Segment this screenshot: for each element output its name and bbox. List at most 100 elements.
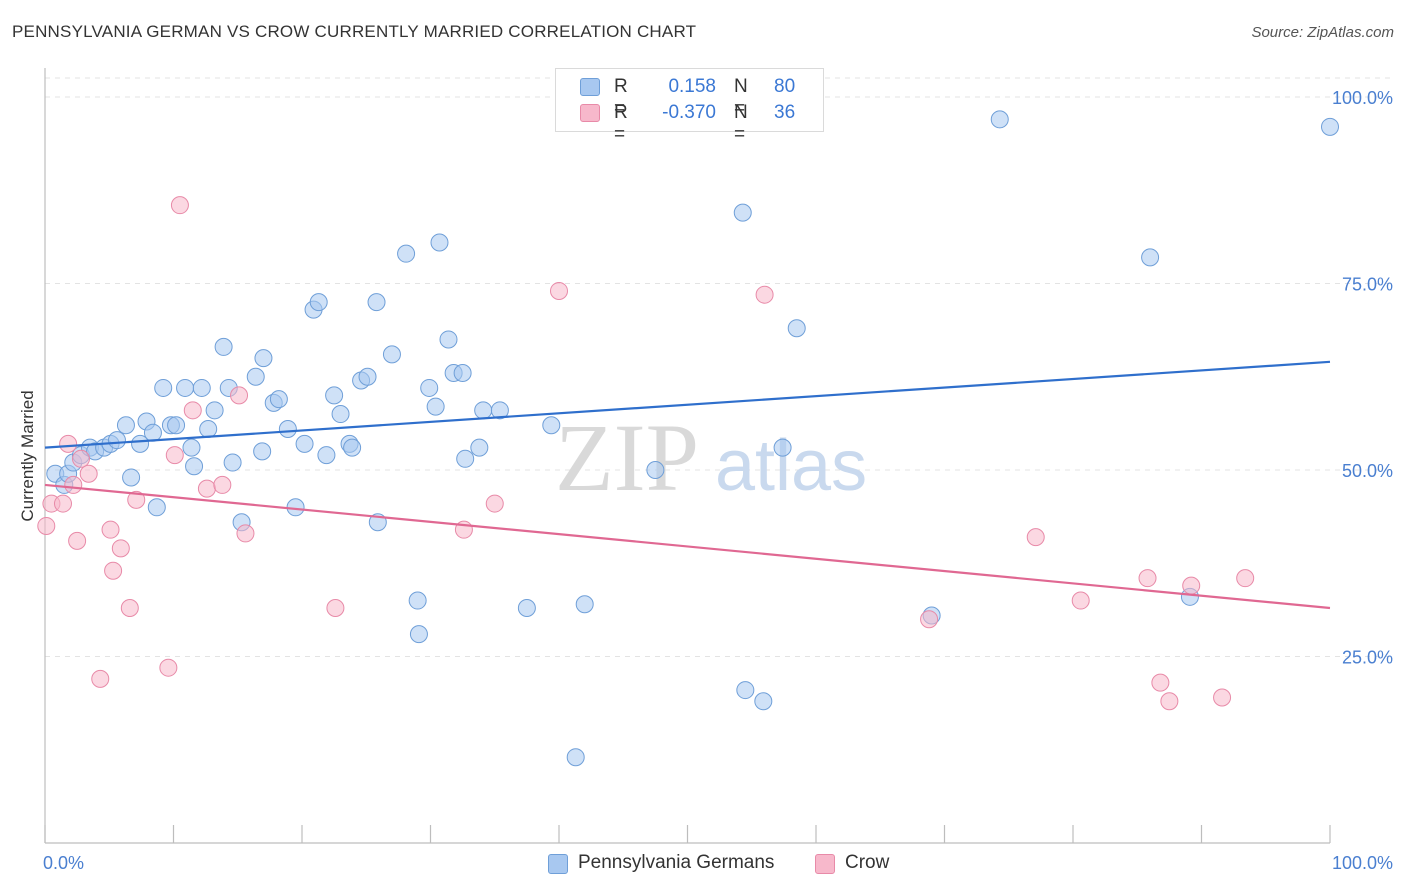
pennsylvania-germans-point xyxy=(154,378,173,397)
pennsylvania-germans-point xyxy=(343,438,362,457)
pennsylvania-germans-point xyxy=(214,337,233,356)
legend-r-value: 0.158 xyxy=(668,76,716,97)
pennsylvania-germans-point xyxy=(517,599,536,618)
crow-trend-line xyxy=(44,483,1331,610)
pennsylvania-germans-point xyxy=(408,591,427,610)
pennsylvania-germans-point xyxy=(367,293,386,312)
pennsylvania-germans-point xyxy=(199,419,218,438)
pennsylvania-germans-point xyxy=(167,416,186,435)
crow-point xyxy=(159,658,178,677)
pennsylvania-germans-point xyxy=(382,345,401,364)
pennsylvania-germans-point xyxy=(223,453,242,472)
legend-r-label: R = xyxy=(614,76,628,119)
pennsylvania-germans-point xyxy=(269,390,288,409)
watermark-zip: ZIP xyxy=(555,404,699,511)
crow-point xyxy=(64,475,83,494)
pennsylvania-germans-point xyxy=(143,423,162,442)
crow-point xyxy=(1071,591,1090,610)
series-legend: Pennsylvania Germans Crow xyxy=(0,852,1406,878)
pennsylvania-germans-point xyxy=(426,397,445,416)
axes xyxy=(44,68,1331,844)
pennsylvania-germans-point xyxy=(116,416,135,435)
pennsylvania-germans-point xyxy=(575,595,594,614)
pennsylvania-germans-point xyxy=(331,405,350,424)
series-legend-label: Crow xyxy=(845,852,890,873)
legend-n-value: 80 xyxy=(774,76,796,97)
y-tick-label: 50.0% xyxy=(1342,461,1393,481)
series-legend-label: Pennsylvania Germans xyxy=(578,852,775,873)
chart-source: Source: ZipAtlas.com xyxy=(1251,24,1394,41)
pennsylvania-germans-point xyxy=(246,367,265,386)
y-tick-label: 75.0% xyxy=(1342,275,1393,295)
crow-point xyxy=(127,490,146,509)
pennsylvania-germans-point xyxy=(107,431,126,450)
pennsylvania-germans-trend-line xyxy=(44,360,1331,449)
legend-r-value: -0.370 xyxy=(662,102,716,123)
pennsylvania-germans-point xyxy=(122,468,141,487)
y-axis-title: Currently Married xyxy=(18,390,37,521)
x-tick-label-max: 100.0% xyxy=(1332,853,1393,873)
legend-swatch-crow xyxy=(580,104,600,122)
pennsylvania-germans-point xyxy=(325,386,344,405)
legend-r-label: R = xyxy=(614,102,628,145)
y-tick-label: 100.0% xyxy=(1332,88,1393,108)
crow-point xyxy=(79,464,98,483)
pennsylvania-germans-point xyxy=(736,681,755,700)
crow-point xyxy=(68,531,87,550)
pennsylvania-germans-point xyxy=(309,293,328,312)
pennsylvania-germans-point xyxy=(1141,248,1160,267)
y-tick-label: 25.0% xyxy=(1342,648,1393,668)
pennsylvania-germans-point xyxy=(754,692,773,711)
pennsylvania-germans-point xyxy=(253,442,272,461)
crow-point xyxy=(104,561,123,580)
trend-layer xyxy=(44,360,1331,610)
pennsylvania-germans-point xyxy=(147,498,166,517)
watermark: ZIP atlas xyxy=(555,404,867,511)
correlation-legend: R = 0.158 N = 80 R = -0.370 N = 36 xyxy=(555,68,824,145)
pennsylvania-germans-point xyxy=(646,461,665,479)
pennsylvania-germans-point xyxy=(566,748,585,767)
pennsylvania-germans-point xyxy=(317,446,336,465)
pennsylvania-germans-point xyxy=(176,378,195,397)
pennsylvania-germans-point xyxy=(358,367,377,386)
pennsylvania-germans-point xyxy=(254,349,273,368)
legend-n-label: N = xyxy=(734,76,748,119)
pennsylvania-germans-point xyxy=(430,233,449,252)
x-tick-label-min: 0.0% xyxy=(43,853,84,873)
series-legend-swatch-crow xyxy=(815,854,835,874)
crow-point xyxy=(1236,569,1255,588)
pennsylvania-germans-point xyxy=(542,416,561,435)
pennsylvania-germans-point xyxy=(205,401,224,420)
pennsylvania-germans-point xyxy=(453,364,472,383)
crow-point xyxy=(101,520,120,539)
chart-title: PENNSYLVANIA GERMAN VS CROW CURRENTLY MA… xyxy=(12,22,697,41)
pennsylvania-germans-point xyxy=(420,378,439,397)
pennsylvania-germans-point xyxy=(470,438,489,457)
crow-point xyxy=(1182,576,1201,595)
watermark-atlas: atlas xyxy=(715,426,867,506)
legend-n-value: 36 xyxy=(774,102,796,123)
pennsylvania-germans-point xyxy=(278,419,297,438)
crow-point xyxy=(755,285,774,304)
crow-point xyxy=(165,446,184,465)
crow-point xyxy=(920,610,939,629)
crow-point xyxy=(1138,569,1157,588)
crow-point xyxy=(1151,673,1170,692)
crow-point xyxy=(485,494,504,513)
crow-point xyxy=(230,386,249,405)
pennsylvania-germans-point xyxy=(182,438,201,457)
pennsylvania-germans-point xyxy=(1321,117,1339,136)
crow-point xyxy=(91,669,110,688)
pennsylvania-germans-point xyxy=(439,330,458,349)
crow-point xyxy=(1213,688,1232,707)
crow-point xyxy=(183,401,202,420)
legend-n-label: N = xyxy=(734,102,748,145)
crow-point xyxy=(170,196,189,215)
pennsylvania-germans-point xyxy=(409,625,428,644)
crow-point xyxy=(37,516,56,535)
series-layer xyxy=(37,110,1339,767)
pennsylvania-germans-point xyxy=(192,378,211,397)
pennsylvania-germans-point xyxy=(733,203,752,222)
pennsylvania-germans-point xyxy=(131,434,150,453)
